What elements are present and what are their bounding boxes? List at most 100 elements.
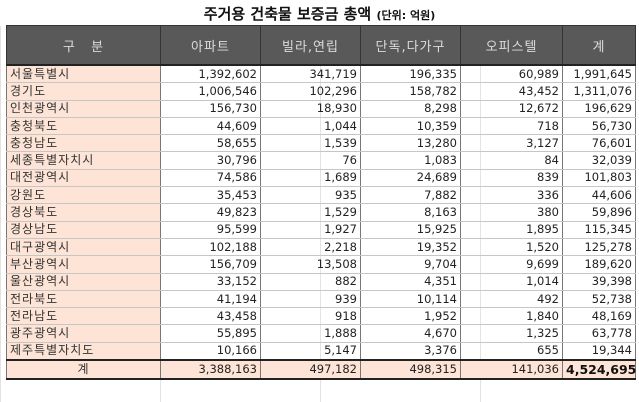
row-total-cell[interactable]: 1,991,645 <box>562 64 636 84</box>
officetel-cell[interactable]: 43,452 <box>460 82 563 101</box>
apartment-cell[interactable]: 102,188 <box>160 237 261 257</box>
region-cell[interactable]: 대구광역시 <box>6 237 161 257</box>
row-total-cell[interactable]: 115,345 <box>562 220 636 239</box>
row-total-cell[interactable]: 56,730 <box>562 116 636 136</box>
row-total-cell[interactable]: 59,896 <box>562 203 636 222</box>
row-total-cell[interactable]: 189,620 <box>562 255 636 274</box>
detached-house-cell[interactable]: 196,335 <box>360 64 461 84</box>
row-total-cell[interactable]: 63,778 <box>562 324 636 343</box>
officetel-cell[interactable]: 380 <box>460 203 563 222</box>
header-category[interactable]: 구 분 <box>6 25 161 66</box>
region-cell[interactable]: 대전광역시 <box>6 168 161 188</box>
detached-house-cell[interactable]: 7,882 <box>360 186 461 205</box>
officetel-cell[interactable]: 60,989 <box>460 64 563 84</box>
region-cell[interactable]: 세종특별자치시 <box>6 151 161 170</box>
villa-cell[interactable]: 5,147 <box>260 341 361 361</box>
detached-house-cell[interactable]: 158,782 <box>360 82 461 101</box>
region-cell[interactable]: 경상남도 <box>6 220 161 239</box>
row-total-cell[interactable]: 1,311,076 <box>562 82 636 101</box>
region-cell[interactable]: 경기도 <box>6 82 161 101</box>
villa-cell[interactable]: 1,927 <box>260 220 361 239</box>
detached-house-cell[interactable]: 3,376 <box>360 341 461 361</box>
region-cell[interactable]: 전라북도 <box>6 289 161 309</box>
row-total-cell[interactable]: 125,278 <box>562 237 636 257</box>
detached-house-cell[interactable]: 8,298 <box>360 99 461 118</box>
region-cell[interactable]: 경상북도 <box>6 203 161 222</box>
row-total-cell[interactable]: 48,169 <box>562 307 636 326</box>
region-cell[interactable]: 울산광역시 <box>6 272 161 291</box>
villa-cell[interactable]: 76 <box>260 151 361 170</box>
total-detached-house[interactable]: 498,315 <box>360 359 461 381</box>
region-cell[interactable]: 강원도 <box>6 186 161 205</box>
villa-cell[interactable]: 1,888 <box>260 324 361 343</box>
officetel-cell[interactable]: 9,699 <box>460 255 563 274</box>
officetel-cell[interactable]: 839 <box>460 168 563 188</box>
total-label[interactable]: 계 <box>6 359 161 381</box>
officetel-cell[interactable]: 1,325 <box>460 324 563 343</box>
apartment-cell[interactable]: 44,609 <box>160 116 261 136</box>
detached-house-cell[interactable]: 4,351 <box>360 272 461 291</box>
villa-cell[interactable]: 918 <box>260 307 361 326</box>
officetel-cell[interactable]: 1,895 <box>460 220 563 239</box>
row-total-cell[interactable]: 32,039 <box>562 151 636 170</box>
row-total-cell[interactable]: 196,629 <box>562 99 636 118</box>
row-total-cell[interactable]: 19,344 <box>562 341 636 361</box>
apartment-cell[interactable]: 74,586 <box>160 168 261 188</box>
total-villa[interactable]: 497,182 <box>260 359 361 381</box>
row-total-cell[interactable]: 39,398 <box>562 272 636 291</box>
officetel-cell[interactable]: 1,014 <box>460 272 563 291</box>
apartment-cell[interactable]: 49,823 <box>160 203 261 222</box>
villa-cell[interactable]: 1,529 <box>260 203 361 222</box>
villa-cell[interactable]: 13,508 <box>260 255 361 274</box>
apartment-cell[interactable]: 35,453 <box>160 186 261 205</box>
apartment-cell[interactable]: 33,152 <box>160 272 261 291</box>
detached-house-cell[interactable]: 1,952 <box>360 307 461 326</box>
officetel-cell[interactable]: 12,672 <box>460 99 563 118</box>
officetel-cell[interactable]: 718 <box>460 116 563 136</box>
officetel-cell[interactable]: 84 <box>460 151 563 170</box>
officetel-cell[interactable]: 492 <box>460 289 563 309</box>
villa-cell[interactable]: 939 <box>260 289 361 309</box>
total-officetel[interactable]: 141,036 <box>460 359 563 381</box>
detached-house-cell[interactable]: 4,670 <box>360 324 461 343</box>
region-cell[interactable]: 서울특별시 <box>6 64 161 84</box>
detached-house-cell[interactable]: 9,704 <box>360 255 461 274</box>
villa-cell[interactable]: 18,930 <box>260 99 361 118</box>
header-total[interactable]: 계 <box>562 25 636 66</box>
villa-cell[interactable]: 882 <box>260 272 361 291</box>
villa-cell[interactable]: 2,218 <box>260 237 361 257</box>
region-cell[interactable]: 인천광역시 <box>6 99 161 118</box>
apartment-cell[interactable]: 1,392,602 <box>160 64 261 84</box>
officetel-cell[interactable]: 336 <box>460 186 563 205</box>
apartment-cell[interactable]: 156,730 <box>160 99 261 118</box>
detached-house-cell[interactable]: 15,925 <box>360 220 461 239</box>
grand-total[interactable]: 4,524,695 <box>562 359 636 381</box>
region-cell[interactable]: 제주특별자치도 <box>6 341 161 361</box>
apartment-cell[interactable]: 1,006,546 <box>160 82 261 101</box>
region-cell[interactable]: 충청남도 <box>6 134 161 153</box>
officetel-cell[interactable]: 3,127 <box>460 134 563 153</box>
apartment-cell[interactable]: 58,655 <box>160 134 261 153</box>
region-cell[interactable]: 전라남도 <box>6 307 161 326</box>
detached-house-cell[interactable]: 19,352 <box>360 237 461 257</box>
detached-house-cell[interactable]: 24,689 <box>360 168 461 188</box>
apartment-cell[interactable]: 30,796 <box>160 151 261 170</box>
header-villa[interactable]: 빌라,연립 <box>260 25 361 66</box>
apartment-cell[interactable]: 95,599 <box>160 220 261 239</box>
villa-cell[interactable]: 341,719 <box>260 64 361 84</box>
villa-cell[interactable]: 102,296 <box>260 82 361 101</box>
villa-cell[interactable]: 1,689 <box>260 168 361 188</box>
row-total-cell[interactable]: 52,738 <box>562 289 636 309</box>
row-total-cell[interactable]: 76,601 <box>562 134 636 153</box>
detached-house-cell[interactable]: 10,359 <box>360 116 461 136</box>
header-detached-house[interactable]: 단독,다가구 <box>360 25 461 66</box>
detached-house-cell[interactable]: 13,280 <box>360 134 461 153</box>
apartment-cell[interactable]: 156,709 <box>160 255 261 274</box>
villa-cell[interactable]: 1,539 <box>260 134 361 153</box>
header-officetel[interactable]: 오피스텔 <box>460 25 563 66</box>
row-total-cell[interactable]: 44,606 <box>562 186 636 205</box>
detached-house-cell[interactable]: 10,114 <box>360 289 461 309</box>
header-apartment[interactable]: 아파트 <box>160 25 261 66</box>
apartment-cell[interactable]: 10,166 <box>160 341 261 361</box>
region-cell[interactable]: 부산광역시 <box>6 255 161 274</box>
